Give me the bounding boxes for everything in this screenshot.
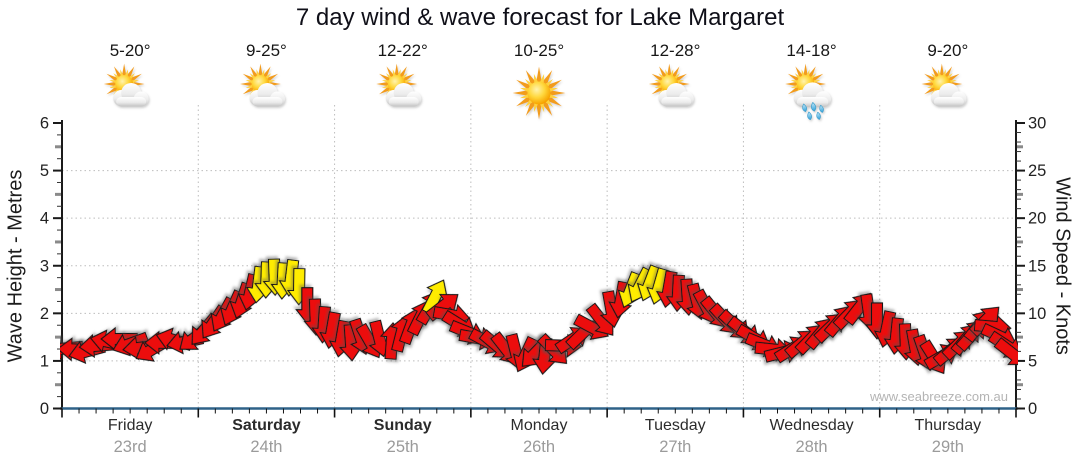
- temperature-range: 9-20°: [927, 41, 969, 60]
- temperature-range: 14-18°: [786, 41, 837, 60]
- partly-cloudy-icon: [240, 63, 285, 107]
- day-name: Tuesday: [644, 417, 706, 434]
- partly-cloudy-icon: [376, 63, 422, 107]
- knots-tick-label: 5: [1028, 352, 1037, 370]
- temperature-range: 12-28°: [650, 41, 701, 60]
- wave-tick-label: 4: [40, 210, 49, 228]
- wind-arrow-series: [60, 258, 1018, 375]
- temperature-range: 12-22°: [377, 41, 428, 60]
- knots-tick-label: 25: [1028, 162, 1046, 180]
- temperature-range: 10-25°: [513, 41, 565, 60]
- knots-tick-label: 15: [1028, 257, 1046, 275]
- day-name: Thursday: [914, 417, 982, 434]
- wave-tick-label: 3: [40, 257, 49, 275]
- wind-arrow: [993, 337, 1018, 365]
- partly-cloudy-icon: [921, 63, 967, 107]
- day-name: Sunday: [373, 417, 432, 434]
- knots-tick-label: 10: [1028, 305, 1046, 323]
- wave-tick-label: 2: [40, 305, 49, 323]
- day-name: Wednesday: [769, 417, 854, 434]
- day-date: 24th: [250, 438, 283, 456]
- knots-tick-label: 0: [1028, 400, 1037, 418]
- watermark: www.seabreeze.com.au: [869, 389, 1008, 404]
- temperature-range: 5-20°: [109, 41, 151, 60]
- rain-icon: [785, 63, 831, 121]
- day-date: 23rd: [113, 438, 147, 456]
- partly-cloudy-icon: [103, 63, 149, 107]
- temperature-range: 9-25°: [246, 41, 287, 60]
- chart-title: 7 day wind & wave forecast for Lake Marg…: [295, 4, 785, 31]
- day-name: Saturday: [232, 417, 301, 434]
- sunny-icon: [512, 66, 566, 120]
- day-name: Friday: [107, 417, 153, 434]
- wave-tick-label: 5: [40, 162, 49, 180]
- knots-tick-label: 30: [1028, 115, 1046, 133]
- day-date: 25th: [386, 438, 419, 456]
- partly-cloudy-icon: [648, 63, 694, 107]
- day-date: 29th: [931, 438, 964, 456]
- day-date: 28th: [795, 438, 828, 456]
- day-date: 27th: [659, 438, 692, 456]
- wave-tick-label: 6: [40, 115, 49, 133]
- knots-tick-label: 20: [1028, 210, 1046, 228]
- wave-tick-label: 1: [40, 352, 49, 370]
- wave-tick-label: 0: [40, 400, 49, 418]
- day-name: Monday: [510, 417, 568, 434]
- day-date: 26th: [522, 438, 556, 456]
